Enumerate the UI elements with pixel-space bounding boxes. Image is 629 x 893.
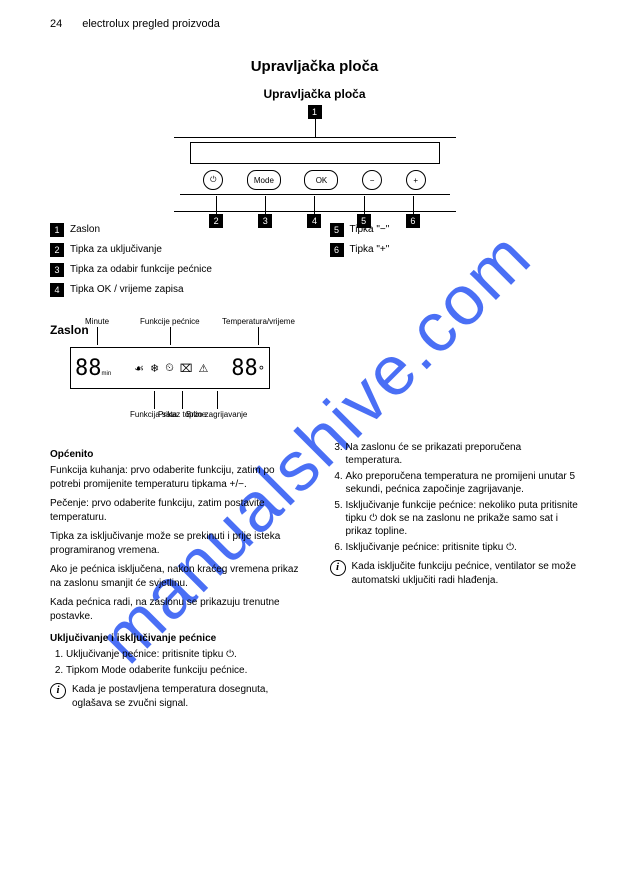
- switchon-heading: Uključivanje i isključivanje pećnice: [50, 633, 300, 644]
- bell-icon: ⏲: [165, 362, 174, 375]
- callout-4: 4: [307, 214, 321, 228]
- ok-button-icon: OK: [304, 170, 338, 190]
- info-text: Kada isključite funkciju pećnice, ventil…: [352, 560, 580, 587]
- callout-5: 5: [357, 214, 371, 228]
- legend-item: 4Tipka OK / vrijeme zapisa: [50, 283, 300, 297]
- display-icon-group: ☙ ❄ ⏲ ⌧ ⚠: [115, 362, 227, 375]
- legend-item: 6Tipka "+": [330, 243, 580, 257]
- warn-icon: ⚠: [198, 362, 208, 375]
- legend-item: 3Tipka za odabir funkcije pećnice: [50, 263, 300, 277]
- display-callout: Brzo zagrijavanje: [186, 410, 247, 419]
- list-item: Isključivanje funkcije pećnice: nekoliko…: [346, 499, 580, 538]
- sub-title-control: Upravljačka ploča: [50, 87, 579, 101]
- plus-button-icon: +: [406, 170, 426, 190]
- body-text: Pečenje: prvo odaberite funkciju, zatim …: [50, 497, 300, 524]
- minus-button-icon: −: [362, 170, 382, 190]
- body-text: Ako je pećnica isključena, nakon kraćeg …: [50, 563, 300, 590]
- display-diagram: Minute Funkcije pećnice Temperatura/vrij…: [70, 347, 270, 389]
- info-icon: i: [330, 560, 346, 576]
- section-title: Upravljačka ploča: [50, 58, 579, 75]
- legend: 1Zaslon 2Tipka za uključivanje 3Tipka za…: [50, 223, 579, 303]
- callout-6: 6: [406, 214, 420, 228]
- panel-display-rect: [190, 142, 440, 164]
- list-item: Na zaslonu će se prikazati preporučena t…: [346, 441, 580, 467]
- display-callout: Funkcije pećnice: [140, 317, 200, 326]
- header-title: electrolux pregled proizvoda: [82, 18, 220, 30]
- list-item: Uključivanje pećnice: pritisnite tipku ⏻…: [66, 648, 300, 661]
- general-heading: Općenito: [50, 449, 300, 460]
- body-text: Kada pećnica radi, na zaslonu se prikazu…: [50, 596, 300, 623]
- info-text: Kada je postavljena temperatura dosegnut…: [72, 683, 300, 710]
- body-text: Funkcija kuhanja: prvo odaberite funkcij…: [50, 464, 300, 491]
- callout-2: 2: [209, 214, 223, 228]
- legend-item: 2Tipka za uključivanje: [50, 243, 300, 257]
- info-icon: i: [50, 683, 66, 699]
- display-callout: Minute: [85, 317, 109, 326]
- display-callout: Temperatura/vrijeme: [222, 317, 295, 326]
- fan-icon: ☙: [134, 362, 144, 375]
- list-item: Tipkom Mode odaberite funkciju pećnice.: [66, 664, 300, 677]
- list-item: Ako preporučena temperatura ne promijeni…: [346, 470, 580, 496]
- list-item: Isključivanje pećnice: pritisnite tipku …: [346, 541, 580, 554]
- seven-seg-minutes: 88: [71, 356, 115, 381]
- callout-3: 3: [258, 214, 272, 228]
- seven-seg-temp: 88: [227, 356, 269, 381]
- body-text: Tipka za isključivanje može se prekinuti…: [50, 530, 300, 557]
- page-number: 24: [50, 18, 62, 30]
- snow-icon: ❄: [150, 362, 159, 375]
- callout-1: 1: [308, 105, 322, 119]
- power-button-icon: ⏻: [203, 170, 223, 190]
- lock-icon: ⌧: [180, 362, 193, 375]
- control-panel-diagram: 1 ⏻ Mode OK − + 2 3 4 5: [180, 111, 450, 169]
- mode-button-icon: Mode: [247, 170, 281, 190]
